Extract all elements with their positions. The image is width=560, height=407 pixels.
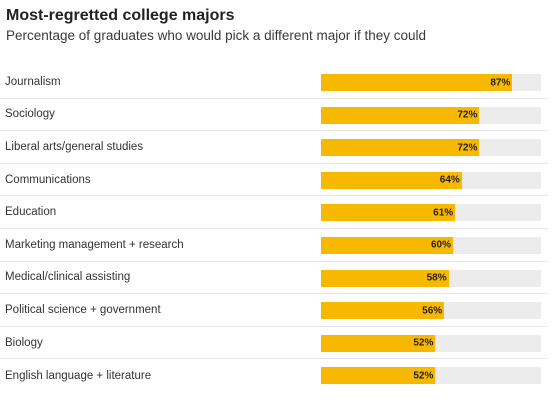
bar-row: Marketing management + research 60% [0,229,548,262]
bar-rows: Journalism 87% Sociology 72% Liberal arts/ge… [0,66,548,392]
bar-track: 56% [321,302,541,320]
value-label: 52% [413,337,434,349]
category-label: Sociology [5,108,55,121]
category-label: Liberal arts/general studies [5,140,144,153]
bar [321,236,453,254]
bar [321,269,449,287]
value-label: 56% [422,305,443,317]
category-label: Journalism [5,75,61,88]
bar [321,367,436,385]
bar [321,106,480,124]
bar-row: Medical/clinical assisting 58% [0,262,548,295]
bar-track: 58% [321,269,541,287]
value-label: 64% [439,174,460,186]
category-label: Communications [5,173,91,186]
value-label: 72% [457,109,478,121]
bar-row: English language + literature 52% [0,359,548,392]
bar-track: 60% [321,236,541,254]
bar [321,171,462,189]
category-label: Education [5,206,57,219]
bar [321,139,480,157]
value-label: 87% [490,77,511,88]
category-label: Political science + government [5,303,161,316]
bar-row: Education 61% [0,196,548,229]
bar-track: 72% [321,139,541,157]
bar-track: 52% [321,367,541,385]
category-label: Medical/clinical assisting [5,271,131,284]
bar-row: Journalism 87% [0,66,548,99]
bar-track: 87% [321,74,541,91]
value-label: 61% [433,207,454,219]
bar [321,204,456,222]
bar-row: Communications 64% [0,164,548,197]
category-label: Biology [5,336,43,349]
chart-subtitle: Percentage of graduates who would pick a… [6,28,426,43]
bar-track: 52% [321,334,541,352]
bar-track: 61% [321,204,541,222]
bar-row: Liberal arts/general studies 72% [0,131,548,164]
bar-track: 64% [321,171,541,189]
bar [321,334,436,352]
value-label: 60% [430,239,451,251]
category-label: Marketing management + research [5,238,184,251]
bar [321,74,513,91]
value-label: 52% [413,370,434,382]
chart-title: Most-regretted college majors [6,7,235,24]
bar-track: 72% [321,106,541,124]
category-label: English language + literature [5,369,152,382]
bar [321,302,445,320]
value-label: 72% [457,142,478,154]
bar-row: Political science + government 56% [0,294,548,327]
bar-row: Sociology 72% [0,99,548,132]
value-label: 58% [426,272,447,284]
bar-row: Biology 52% [0,327,548,360]
